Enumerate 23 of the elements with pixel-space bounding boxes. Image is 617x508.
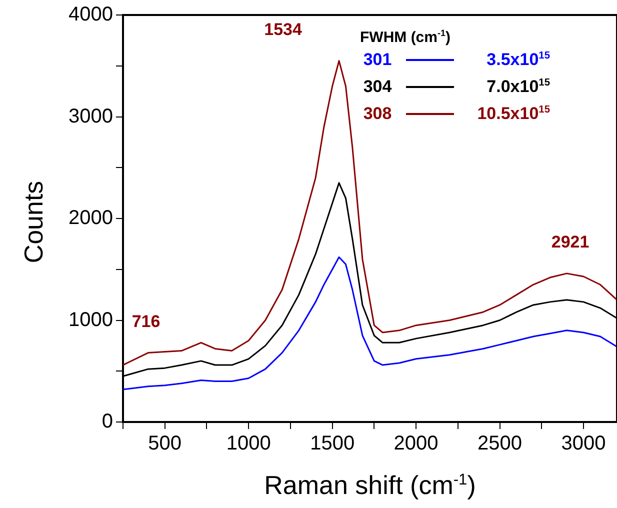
legend-title: FWHM (cm$^{-1}$) [360, 28, 452, 46]
y-tick-label: 1000 [68, 308, 113, 331]
y-tick-label: 0 [102, 410, 113, 433]
annotation: 2921 [551, 232, 590, 252]
y-axis-title: Counts [18, 180, 50, 264]
annotation: 716 [132, 312, 160, 331]
x-tick-label: 1000 [226, 432, 271, 455]
x-tick-label: 1500 [310, 432, 355, 455]
annotation: 1534 [264, 20, 302, 39]
y-tick-label: 4000 [68, 4, 113, 26]
legend-label: 10.5x10$^{15}$ [476, 104, 550, 124]
x-tick-label: 500 [148, 432, 182, 455]
annotation: 304 [362, 76, 393, 96]
annotation: 308 [362, 104, 393, 124]
x-axis-title: Raman shift (cm$^{-1}$) [263, 470, 477, 501]
legend-label: 3.5x10$^{15}$ [486, 50, 550, 70]
legend-label: 7.0x10$^{15}$ [486, 76, 550, 96]
x-tick-label: 3000 [561, 432, 606, 455]
x-tick-label: 2000 [394, 432, 438, 455]
y-tick-label: 3000 [68, 105, 113, 128]
y-tick-label: 2000 [68, 207, 113, 230]
x-tick-label: 2500 [478, 432, 522, 455]
annotation: 301 [362, 50, 393, 70]
